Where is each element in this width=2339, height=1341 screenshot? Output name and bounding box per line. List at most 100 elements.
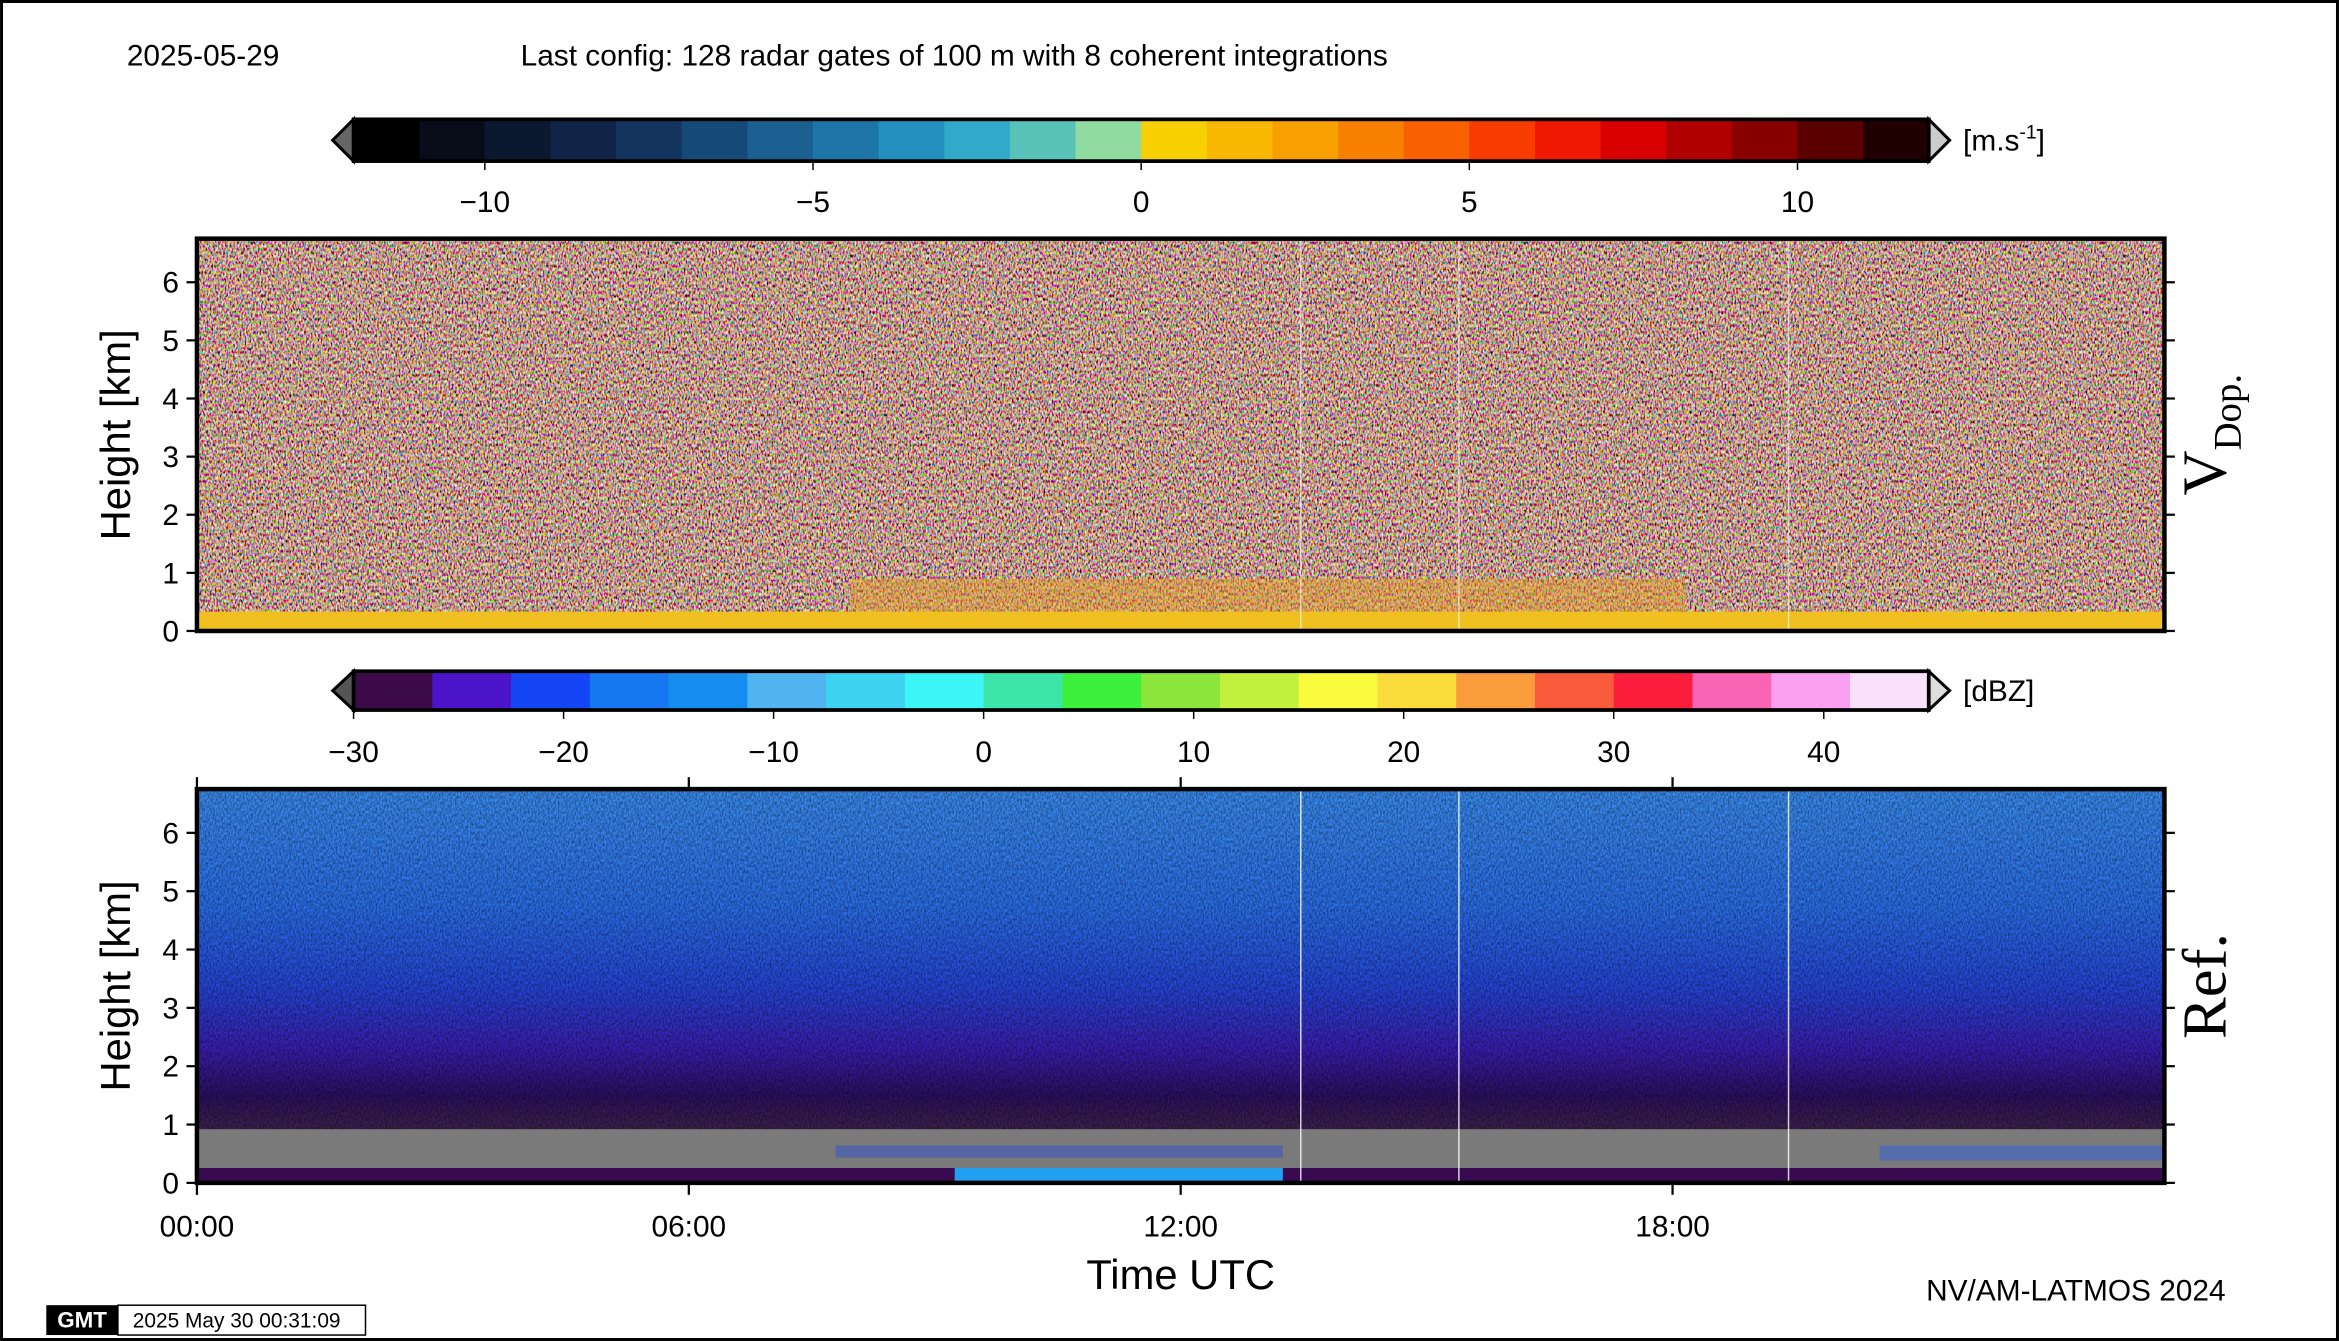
colorbar-segment bbox=[747, 671, 827, 711]
colorbar-segment bbox=[1456, 671, 1536, 711]
logo-box bbox=[46, 1305, 118, 1336]
colorbar-segment bbox=[1338, 119, 1405, 162]
colorbar-segment bbox=[1062, 671, 1142, 711]
colorbar-segment bbox=[812, 119, 880, 162]
colorbar-segment bbox=[944, 119, 1011, 162]
colorbar-tick-label: 40 bbox=[1807, 736, 1840, 769]
unit-end: ] bbox=[2037, 125, 2045, 158]
x-axis-title: Time UTC bbox=[1086, 1251, 1275, 1298]
colorbar-segment bbox=[1666, 119, 1733, 162]
side-label: Ref. bbox=[2170, 933, 2240, 1039]
side-label-main: V bbox=[2170, 450, 2240, 495]
colorbar-segment bbox=[1377, 671, 1457, 711]
y-tick-label: 6 bbox=[162, 817, 179, 850]
colorbar-segment bbox=[1600, 119, 1667, 162]
colorbar-segment bbox=[1141, 671, 1221, 711]
config: Last config: 128 radar gates of 100 m wi… bbox=[521, 40, 1388, 73]
colorbar-segment bbox=[1469, 119, 1536, 162]
y-axis-title: Height [km] bbox=[92, 880, 139, 1091]
colorbar-segment bbox=[432, 671, 512, 711]
colorbar-segment bbox=[484, 119, 552, 162]
colorbar-tick-label: −10 bbox=[748, 736, 799, 769]
colorbar-tick-label: −30 bbox=[328, 736, 379, 769]
y-tick-label: 4 bbox=[162, 934, 179, 967]
colorbar-segment bbox=[1075, 119, 1142, 162]
ref-layer bbox=[1879, 1145, 2163, 1161]
y-tick-label: 0 bbox=[162, 1167, 179, 1200]
colorbar-segment bbox=[826, 671, 906, 711]
colorbar-segment bbox=[1206, 119, 1274, 162]
side-label: VDop. bbox=[2170, 374, 2250, 496]
x-tick-label: 12:00 bbox=[1143, 1211, 1218, 1244]
date: 2025-05-29 bbox=[127, 40, 280, 73]
colorbar-tick-label: 0 bbox=[1133, 186, 1150, 219]
colorbar-tick-label: 5 bbox=[1461, 186, 1478, 219]
colorbar-segment bbox=[878, 119, 946, 162]
colorbar-segment bbox=[589, 671, 670, 711]
colorbar-segment bbox=[511, 671, 591, 711]
colorbar-segment bbox=[1797, 119, 1864, 162]
colorbar-unit: [m.s-1] bbox=[1963, 122, 2045, 158]
colorbar-frame bbox=[351, 669, 1931, 712]
colorbar-segment bbox=[668, 671, 749, 711]
colorbar-segment bbox=[1692, 671, 1772, 711]
colorbar-segment bbox=[1863, 119, 1930, 162]
colorbar-segment bbox=[550, 119, 617, 162]
doppler-image bbox=[196, 238, 2165, 631]
y-tick-label: 2 bbox=[162, 499, 179, 532]
x-tick-label: 06:00 bbox=[651, 1211, 726, 1244]
y-tick-label: 1 bbox=[162, 1109, 179, 1142]
logo: GMT bbox=[57, 1308, 107, 1333]
x-tick-label: 00:00 bbox=[160, 1211, 235, 1244]
y-tick-label: 5 bbox=[162, 876, 179, 909]
colorbar-segment bbox=[1731, 119, 1799, 162]
side-label-sub: Dop. bbox=[2207, 374, 2250, 450]
colorbar-tick-label: −20 bbox=[538, 736, 589, 769]
colorbar-segment bbox=[1403, 119, 1471, 162]
colorbar-segment bbox=[1771, 671, 1851, 711]
colorbar-tick-label: −5 bbox=[796, 186, 830, 219]
y-tick-label: 5 bbox=[162, 325, 179, 358]
colorbar-unit: [dBZ] bbox=[1963, 675, 2034, 708]
colorbar-segment bbox=[616, 119, 683, 162]
y-tick-label: 1 bbox=[162, 557, 179, 590]
colorbar-segment bbox=[353, 671, 434, 711]
colorbar-segment bbox=[1613, 671, 1694, 711]
colorbar-segment bbox=[1219, 671, 1300, 711]
colorbar-segment bbox=[747, 119, 814, 162]
unit: [dBZ] bbox=[1963, 675, 2034, 708]
doppler-noise bbox=[196, 238, 2165, 631]
panel-frame bbox=[194, 236, 2167, 634]
ref-layer bbox=[835, 1145, 1283, 1158]
colorbar-tick-label: 0 bbox=[975, 736, 992, 769]
colorbar-segment bbox=[353, 119, 420, 162]
colorbar-segment bbox=[1141, 119, 1208, 162]
colorbar-tick-label: 30 bbox=[1597, 736, 1630, 769]
colorbar-tick-label: 10 bbox=[1177, 736, 1210, 769]
colorbar-segment bbox=[1534, 671, 1615, 711]
colorbar-segment bbox=[681, 119, 749, 162]
unit: [m.s bbox=[1963, 125, 2019, 158]
y-tick-label: 3 bbox=[162, 441, 179, 474]
reflectivity-image bbox=[196, 789, 2165, 1183]
y-tick-label: 3 bbox=[162, 992, 179, 1025]
colorbar-tick-label: 20 bbox=[1387, 736, 1420, 769]
y-tick-label: 0 bbox=[162, 615, 179, 648]
y-axis-title: Height [km] bbox=[92, 329, 139, 540]
ref-noise bbox=[196, 789, 2165, 1183]
colorbar-segment bbox=[904, 671, 985, 711]
colorbar-tick-label: 10 bbox=[1781, 186, 1814, 219]
timestamp: 2025 May 30 00:31:09 bbox=[133, 1310, 341, 1333]
colorbar-segment bbox=[983, 671, 1064, 711]
unit-sup: -1 bbox=[2019, 122, 2036, 144]
colorbar-segment bbox=[1298, 671, 1379, 711]
colorbar-segment bbox=[419, 119, 486, 162]
colorbar-segment bbox=[1009, 119, 1077, 162]
timestamp-box bbox=[117, 1304, 367, 1336]
x-tick-label: 18:00 bbox=[1635, 1211, 1710, 1244]
y-tick-label: 6 bbox=[162, 267, 179, 300]
y-tick-label: 4 bbox=[162, 383, 179, 416]
ref-surface-blue bbox=[954, 1167, 1283, 1182]
colorbar-segment bbox=[1534, 119, 1602, 162]
